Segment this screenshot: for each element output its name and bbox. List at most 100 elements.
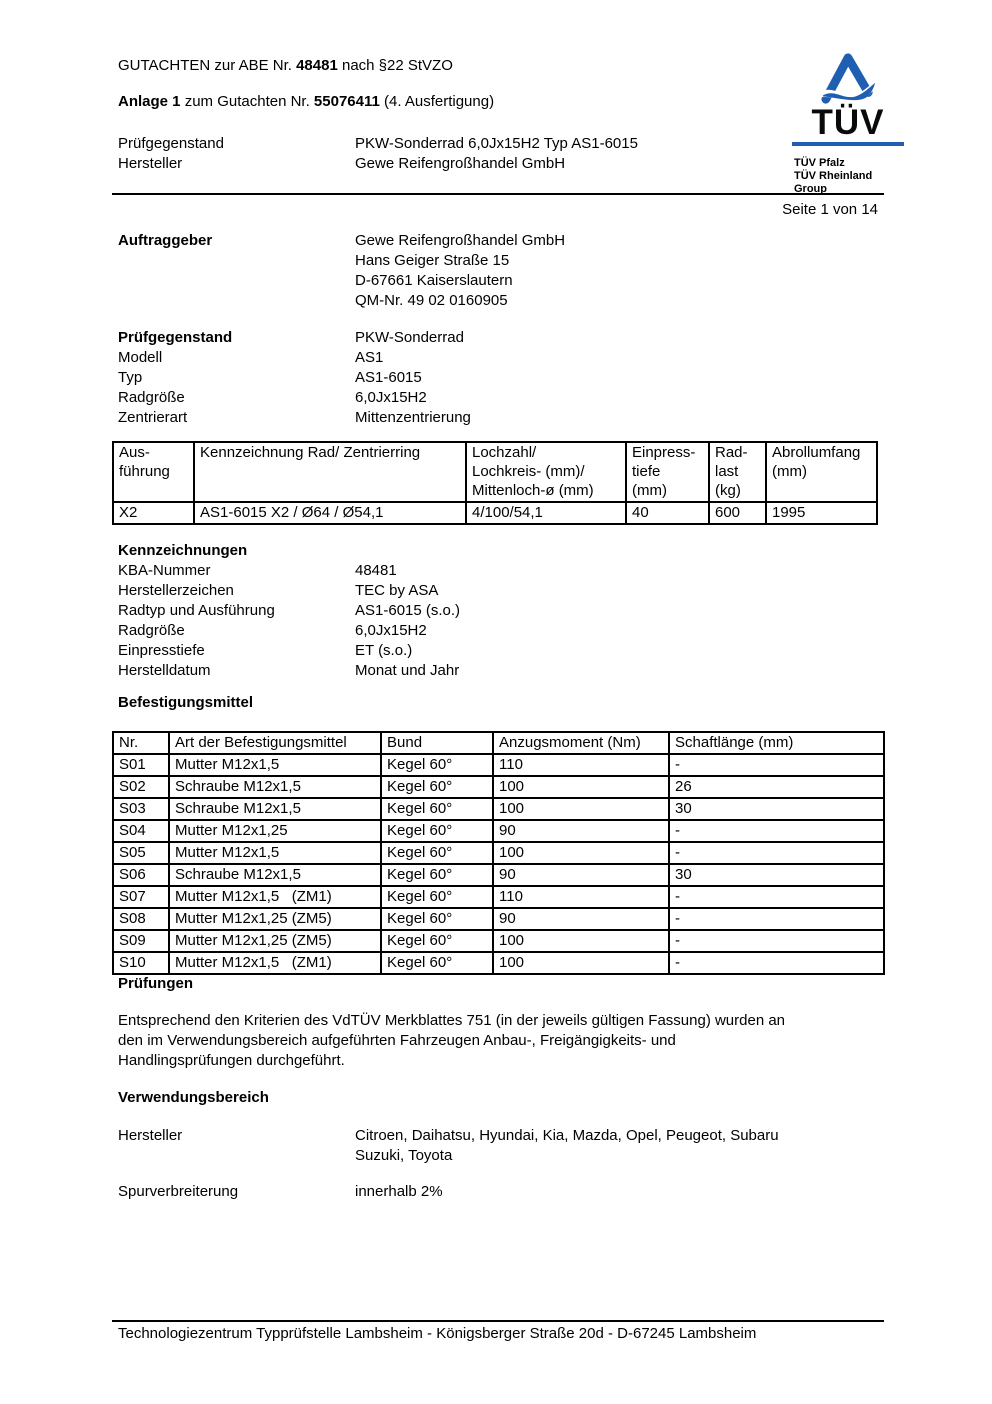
table-header-cell: Einpress- tiefe (mm) [625,441,710,503]
value: 6,0Jx15H2 [355,389,427,406]
table-cell: S05 [112,841,170,865]
section-title-pruefungen: Prüfungen [118,975,193,992]
value: AS1-6015 (s.o.) [355,602,461,619]
table-cell: - [668,753,885,777]
value: innerhalb 2% [355,1183,443,1200]
table-cell: 30 [668,863,885,887]
section-pruefgegenstand: Prüfgegenstand PKW-Sonderrad Modell AS1 … [118,328,878,428]
label: KBA-Nummer [118,562,211,579]
table-row: S05 Mutter M12x1,5 Kegel 60° 100 - [112,841,885,865]
table-cell: S08 [112,907,170,931]
table-row: S07 Mutter M12x1,5 (ZM1) Kegel 60° 110 - [112,885,885,909]
table-cell: 1995 [765,501,878,525]
table-row: S10 Mutter M12x1,5 (ZM1) Kegel 60° 100 - [112,951,885,975]
abe-number: 48481 [296,57,338,74]
table-cell: 90 [492,863,670,887]
table-cell: Kegel 60° [380,907,494,931]
value: PKW-Sonderrad 6,0Jx15H2 Typ AS1-6015 [355,135,638,152]
value: 48481 [355,562,397,579]
spec-row: Zentrierart Mittenzentrierung [118,408,878,428]
kennzeichnung-row: KBA-Nummer 48481 [118,561,878,581]
value: 6,0Jx15H2 [355,622,427,639]
table-cell: 4/100/54,1 [465,501,627,525]
section-auftraggeber: Auftraggeber Gewe Reifengroßhandel GmbH … [118,231,878,311]
table-cell: Schraube M12x1,5 [168,775,382,799]
table-row: X2 AS1-6015 X2 / Ø64 / Ø54,1 4/100/54,1 … [112,501,878,525]
tuv-triangle-icon [820,53,876,104]
label: Radtyp und Ausführung [118,602,275,619]
table-cell: Kegel 60° [380,775,494,799]
address-line: Hans Geiger Straße 15 [355,252,510,269]
pruefungen-paragraph: Entsprechend den Kriterien des VdTÜV Mer… [118,1012,786,1069]
value: Mittenzentrierung [355,409,471,426]
value: PKW-Sonderrad [355,329,464,346]
logo-subtitle-group: TÜV Rheinland Group [794,170,873,195]
table-cell: - [668,907,885,931]
label: Herstellerzeichen [118,582,234,599]
section-title-verwendungsbereich: Verwendungsbereich [118,1089,269,1106]
verwendungsbereich-spur-row: Spurverbreiterung innerhalb 2% [118,1182,878,1202]
label: Radgröße [118,389,185,406]
table-cell: 40 [625,501,710,525]
anlage-line: Anlage 1 zum Gutachten Nr. 55076411 (4. … [118,92,494,112]
footer: Technologiezentrum Typprüfstelle Lambshe… [112,1320,884,1344]
value: Citroen, Daihatsu, Hyundai, Kia, Mazda, … [355,1127,779,1164]
label: Herstelldatum [118,662,211,679]
auftraggeber-label: Auftraggeber [118,232,213,249]
table-cell: Mutter M12x1,5 (ZM1) [168,885,382,909]
logo-subtitle-pfalz: TÜV Pfalz [794,157,845,169]
verwendungsbereich-hersteller-row: Hersteller Citroen, Daihatsu, Hyundai, K… [118,1126,878,1166]
table-header-row: Aus- führung Kennzeichnung Rad/ Zentrier… [112,441,878,503]
table-cell: Mutter M12x1,25 (ZM5) [168,907,382,931]
auftraggeber-address: Gewe Reifengroßhandel GmbH Hans Geiger S… [355,231,878,311]
gutachten-title-suffix: nach §22 StVZO [337,57,453,74]
section-title-kennzeichnungen: Kennzeichnungen [118,542,248,559]
table-header-cell: Rad- last (kg) [708,441,767,503]
table-cell: - [668,885,885,909]
table-header-cell: Art der Befestigungsmittel [168,731,382,755]
kennzeichnung-row: Radgröße 6,0Jx15H2 [118,621,878,641]
tuv-wordmark: TÜV [811,103,885,142]
table-cell: Kegel 60° [380,885,494,909]
table-cell: S07 [112,885,170,909]
table-row: S09 Mutter M12x1,25 (ZM5) Kegel 60° 100 … [112,929,885,953]
address-line: Gewe Reifengroßhandel GmbH [355,232,566,249]
table-cell: S10 [112,951,170,975]
anlage-mid: zum Gutachten Nr. [180,93,314,110]
page-number: Seite 1 von 14 [782,201,878,218]
address-line: QM-Nr. 49 02 0160905 [355,292,508,309]
table-cell: 90 [492,907,670,931]
table-row: S02 Schraube M12x1,5 Kegel 60° 100 26 [112,775,885,799]
value: TEC by ASA [355,582,439,599]
befestigungsmittel-table: Nr. Art der Befestigungsmittel Bund Anzu… [112,731,885,975]
table-row: S08 Mutter M12x1,25 (ZM5) Kegel 60° 90 - [112,907,885,931]
table-cell: S06 [112,863,170,887]
table-cell: Kegel 60° [380,951,494,975]
table-cell: X2 [112,501,195,525]
header-subject-rows: Prüfgegenstand PKW-Sonderrad 6,0Jx15H2 T… [118,134,818,174]
table-cell: Mutter M12x1,5 [168,753,382,777]
spec-row: Typ AS1-6015 [118,368,878,388]
kennzeichnung-row: Herstelldatum Monat und Jahr [118,661,878,681]
table-cell: Mutter M12x1,25 (ZM5) [168,929,382,953]
table-cell: 100 [492,775,670,799]
table-cell: 100 [492,929,670,953]
table-cell: AS1-6015 X2 / Ø64 / Ø54,1 [193,501,467,525]
header-row-pruefgegenstand: Prüfgegenstand PKW-Sonderrad 6,0Jx15H2 T… [118,134,818,154]
table-cell: S04 [112,819,170,843]
value: AS1 [355,349,384,366]
table-cell: 100 [492,841,670,865]
label: Hersteller [118,155,183,172]
table-row: S03 Schraube M12x1,5 Kegel 60° 100 30 [112,797,885,821]
table-cell: Kegel 60° [380,819,494,843]
label: Hersteller [118,1127,183,1144]
kennzeichnung-row: Einpresstiefe ET (s.o.) [118,641,878,661]
table-cell: Schraube M12x1,5 [168,863,382,887]
value: ET (s.o.) [355,642,413,659]
label: Prüfgegenstand [118,329,233,346]
label: Prüfgegenstand [118,135,224,152]
table-cell: 30 [668,797,885,821]
label: Modell [118,349,163,366]
label: Spurverbreiterung [118,1183,239,1200]
